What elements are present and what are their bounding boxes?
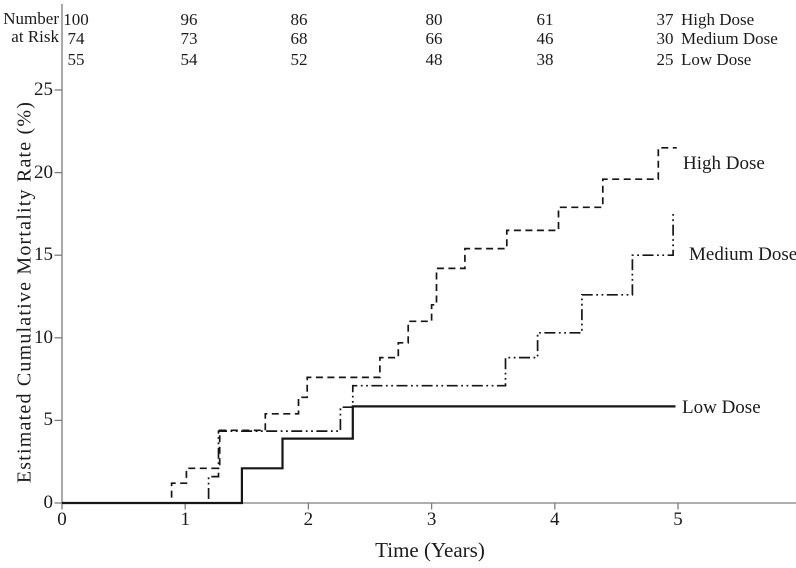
at-risk-count: 30 <box>656 29 674 48</box>
x-tick-label: 2 <box>303 509 314 530</box>
at-risk-count: 37 <box>656 10 674 29</box>
at-risk-count: 66 <box>425 29 443 48</box>
at-risk-count: 48 <box>425 50 443 69</box>
curve-label-low-dose: Low Dose <box>682 397 761 418</box>
number-at-risk-label: Number at Risk <box>0 10 59 46</box>
x-tick-label: 1 <box>180 509 190 530</box>
at-risk-count: 55 <box>67 50 85 69</box>
series-path-medium-dose <box>62 210 674 504</box>
at-risk-count: 54 <box>180 50 198 69</box>
series-path-low-dose <box>62 405 676 505</box>
at-risk-count: 74 <box>67 29 85 48</box>
at-risk-count: 52 <box>290 50 308 69</box>
at-risk-count: 68 <box>290 29 308 48</box>
at-risk-count: 96 <box>180 10 198 29</box>
at-risk-count: 86 <box>290 10 308 29</box>
number-at-risk-label-line1: Number <box>3 9 59 28</box>
at-risk-group-label: Low Dose <box>681 50 752 69</box>
at-risk-count: 61 <box>536 10 554 29</box>
at-risk-group-label: Medium Dose <box>681 29 778 48</box>
y-tick-label: 15 <box>34 244 53 266</box>
at-risk-count: 25 <box>656 50 674 69</box>
y-tick-label: 0 <box>43 492 54 513</box>
at-risk-count: 38 <box>536 50 554 69</box>
at-risk-count: 73 <box>180 29 198 48</box>
at-risk-count: 100 <box>63 10 89 29</box>
y-tick-label: 25 <box>34 79 53 100</box>
curve-label-high-dose: High Dose <box>683 153 765 174</box>
at-risk-count: 80 <box>425 10 443 29</box>
x-tick-label: 3 <box>426 509 437 530</box>
x-axis-title: Time (Years) <box>375 538 485 562</box>
y-tick-label: 20 <box>34 161 53 183</box>
at-risk-count: 46 <box>536 29 554 48</box>
curve-label-medium-dose: Medium Dose <box>689 244 796 265</box>
series-path-high-dose <box>62 146 677 504</box>
y-tick-label: 10 <box>34 326 53 348</box>
y-tick-label: 5 <box>43 409 54 431</box>
number-at-risk-label-line2: at Risk <box>11 27 59 46</box>
x-tick-label: 5 <box>673 509 683 530</box>
x-tick-label: 4 <box>550 509 560 530</box>
x-tick-label: 0 <box>57 509 67 530</box>
at-risk-group-label: High Dose <box>681 10 755 29</box>
